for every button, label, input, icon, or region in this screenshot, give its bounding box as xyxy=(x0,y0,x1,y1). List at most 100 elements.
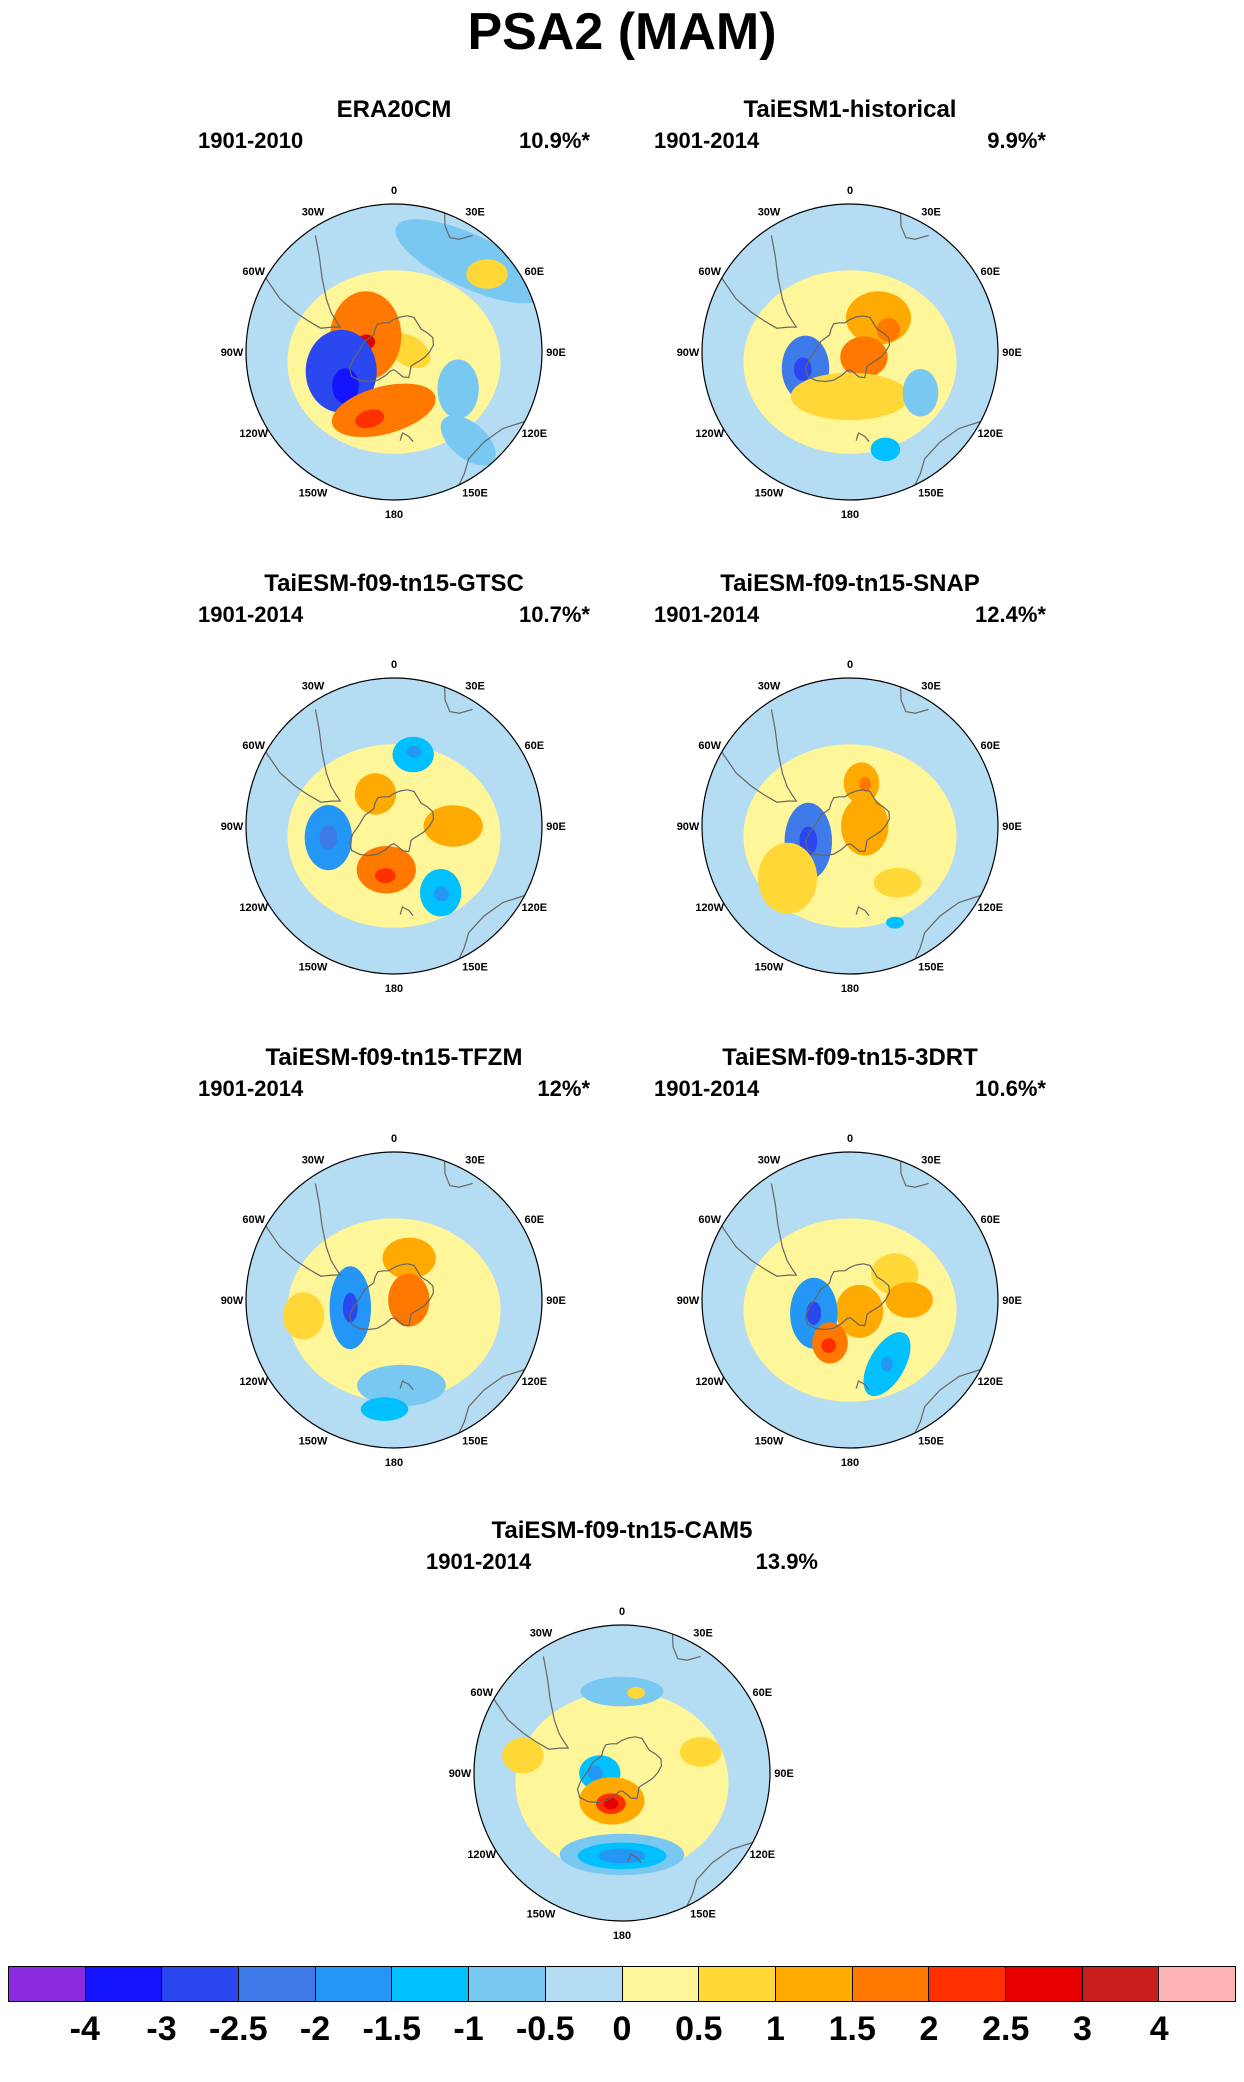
longitude-label: 0 xyxy=(847,185,853,197)
colorbar-tick-label: 1 xyxy=(766,2010,785,2048)
coastline xyxy=(914,1368,981,1434)
coastline xyxy=(914,894,981,960)
panel-variance: 10.6%* xyxy=(975,1076,1046,1101)
coastline xyxy=(721,1183,798,1277)
longitude-label: 30W xyxy=(302,681,325,693)
map-panel-3drt: TaiESM-f09-tn15-3DRT 1901-2014 10.6%* 0 3… xyxy=(610,1044,1090,1514)
negative-anomaly xyxy=(799,826,818,856)
longitude-label: 60E xyxy=(525,740,545,752)
colorbar-tick-label: -2.5 xyxy=(208,2010,268,2048)
positive-anomaly xyxy=(876,318,901,342)
longitude-label: 90W xyxy=(677,821,700,833)
positive-anomaly xyxy=(603,1797,619,1810)
panel-title: TaiESM1-historical xyxy=(743,96,957,123)
longitude-label: 180 xyxy=(841,509,859,521)
polar-map: 0 30E 60E 90E 120E 150E 180 150W 120W 90W 60W 30W xyxy=(677,1133,1022,1469)
colorbar-swatch xyxy=(469,1967,546,2001)
colorbar-tick-label: 4 xyxy=(1149,2010,1169,2048)
polar-map: 0 30E 60E 90E 120E 150E 180 150W 120W 90W 60W 30W xyxy=(221,659,566,995)
positive-anomaly xyxy=(627,1686,645,1699)
longitude-label: 180 xyxy=(385,983,403,995)
longitude-label: 180 xyxy=(841,983,859,995)
longitude-label: 60E xyxy=(525,266,545,278)
coastline xyxy=(686,1841,753,1907)
antarctica-coastline xyxy=(348,789,435,857)
antarctica-coastline xyxy=(804,315,891,383)
negative-anomaly xyxy=(886,916,904,929)
negative-anomaly xyxy=(580,1676,664,1707)
positive-anomaly xyxy=(885,1282,933,1318)
panel-title: TaiESM-f09-tn15-3DRT xyxy=(722,1044,978,1071)
negative-anomaly xyxy=(395,219,542,304)
longitude-label: 30E xyxy=(465,207,485,219)
longitude-label: 60W xyxy=(242,266,265,278)
colorbar-swatch xyxy=(392,1967,470,2001)
panel-period: 1901-2014 xyxy=(654,128,760,153)
colorbar xyxy=(8,1966,1236,2002)
colorbar-swatch xyxy=(85,1967,163,2001)
longitude-label: 180 xyxy=(613,1930,631,1942)
map-boundary xyxy=(245,1151,543,1449)
positive-anomaly xyxy=(679,1737,722,1767)
longitude-label: 0 xyxy=(391,1133,397,1145)
coastline xyxy=(444,1160,473,1188)
longitude-label: 150W xyxy=(527,1908,556,1920)
longitude-label: 0 xyxy=(847,659,853,671)
longitude-label: 30W xyxy=(758,1155,781,1167)
coastline xyxy=(672,1633,701,1661)
longitude-label: 90E xyxy=(546,1295,566,1307)
panel-variance: 13.9% xyxy=(755,1549,818,1574)
colorbar-tick-label: -1 xyxy=(453,2010,484,2048)
longitude-label: 120W xyxy=(695,902,724,914)
positive-anomaly xyxy=(282,1292,325,1340)
longitude-label: 60W xyxy=(698,1214,721,1226)
positive-anomaly xyxy=(835,1284,884,1338)
longitude-label: 90W xyxy=(221,1295,244,1307)
longitude-label: 180 xyxy=(385,1457,403,1469)
negative-anomaly xyxy=(870,437,901,462)
panel-title: TaiESM-f09-tn15-GTSC xyxy=(264,570,524,597)
coastline xyxy=(399,432,414,443)
longitude-label: 60E xyxy=(981,1214,1001,1226)
longitude-label: 0 xyxy=(391,185,397,197)
longitude-label: 120W xyxy=(695,428,724,440)
panel-period: 1901-2014 xyxy=(654,602,760,627)
longitude-label: 30E xyxy=(921,681,941,693)
negative-anomaly xyxy=(440,415,496,466)
colorbar-swatch xyxy=(9,1967,86,2001)
longitude-label: 30E xyxy=(921,1155,941,1167)
map-boundary xyxy=(701,203,999,501)
positive-anomaly xyxy=(840,336,888,378)
negative-anomaly xyxy=(881,1356,893,1372)
colorbar-tick-label: 0 xyxy=(612,2010,632,2048)
figure-title: PSA2 (MAM) xyxy=(467,3,777,61)
colorbar-tick-label: -4 xyxy=(69,2010,100,2048)
longitude-label: 60W xyxy=(698,266,721,278)
positive-anomaly xyxy=(845,291,912,345)
antarctica-coastline xyxy=(576,1736,663,1804)
longitude-label: 150E xyxy=(918,1435,944,1447)
coastline xyxy=(721,235,798,329)
map-panel-snap: TaiESM-f09-tn15-SNAP 1901-2014 12.4%* 0 3… xyxy=(610,570,1090,1040)
colorbar-swatch xyxy=(1082,1967,1160,2001)
longitude-label: 150W xyxy=(755,961,784,973)
longitude-label: 120E xyxy=(749,1849,775,1861)
longitude-label: 120E xyxy=(521,902,547,914)
longitude-label: 30W xyxy=(530,1628,553,1640)
longitude-label: 120W xyxy=(467,1849,496,1861)
coastline xyxy=(458,420,525,486)
coastline xyxy=(444,686,473,714)
longitude-label: 30E xyxy=(921,207,941,219)
coastline xyxy=(900,686,929,714)
map-boundary xyxy=(245,677,543,975)
positive-anomaly xyxy=(841,796,889,856)
map-boundary xyxy=(701,677,999,975)
colorbar-tick-label: 1.5 xyxy=(828,2010,876,2048)
colorbar-tick-label: 3 xyxy=(1073,2010,1092,2048)
longitude-label: 90W xyxy=(677,1295,700,1307)
coastline xyxy=(458,894,525,960)
negative-anomaly xyxy=(437,359,479,419)
colorbar-swatch xyxy=(239,1967,316,2001)
longitude-label: 120E xyxy=(521,428,547,440)
longitude-label: 60W xyxy=(242,1214,265,1226)
